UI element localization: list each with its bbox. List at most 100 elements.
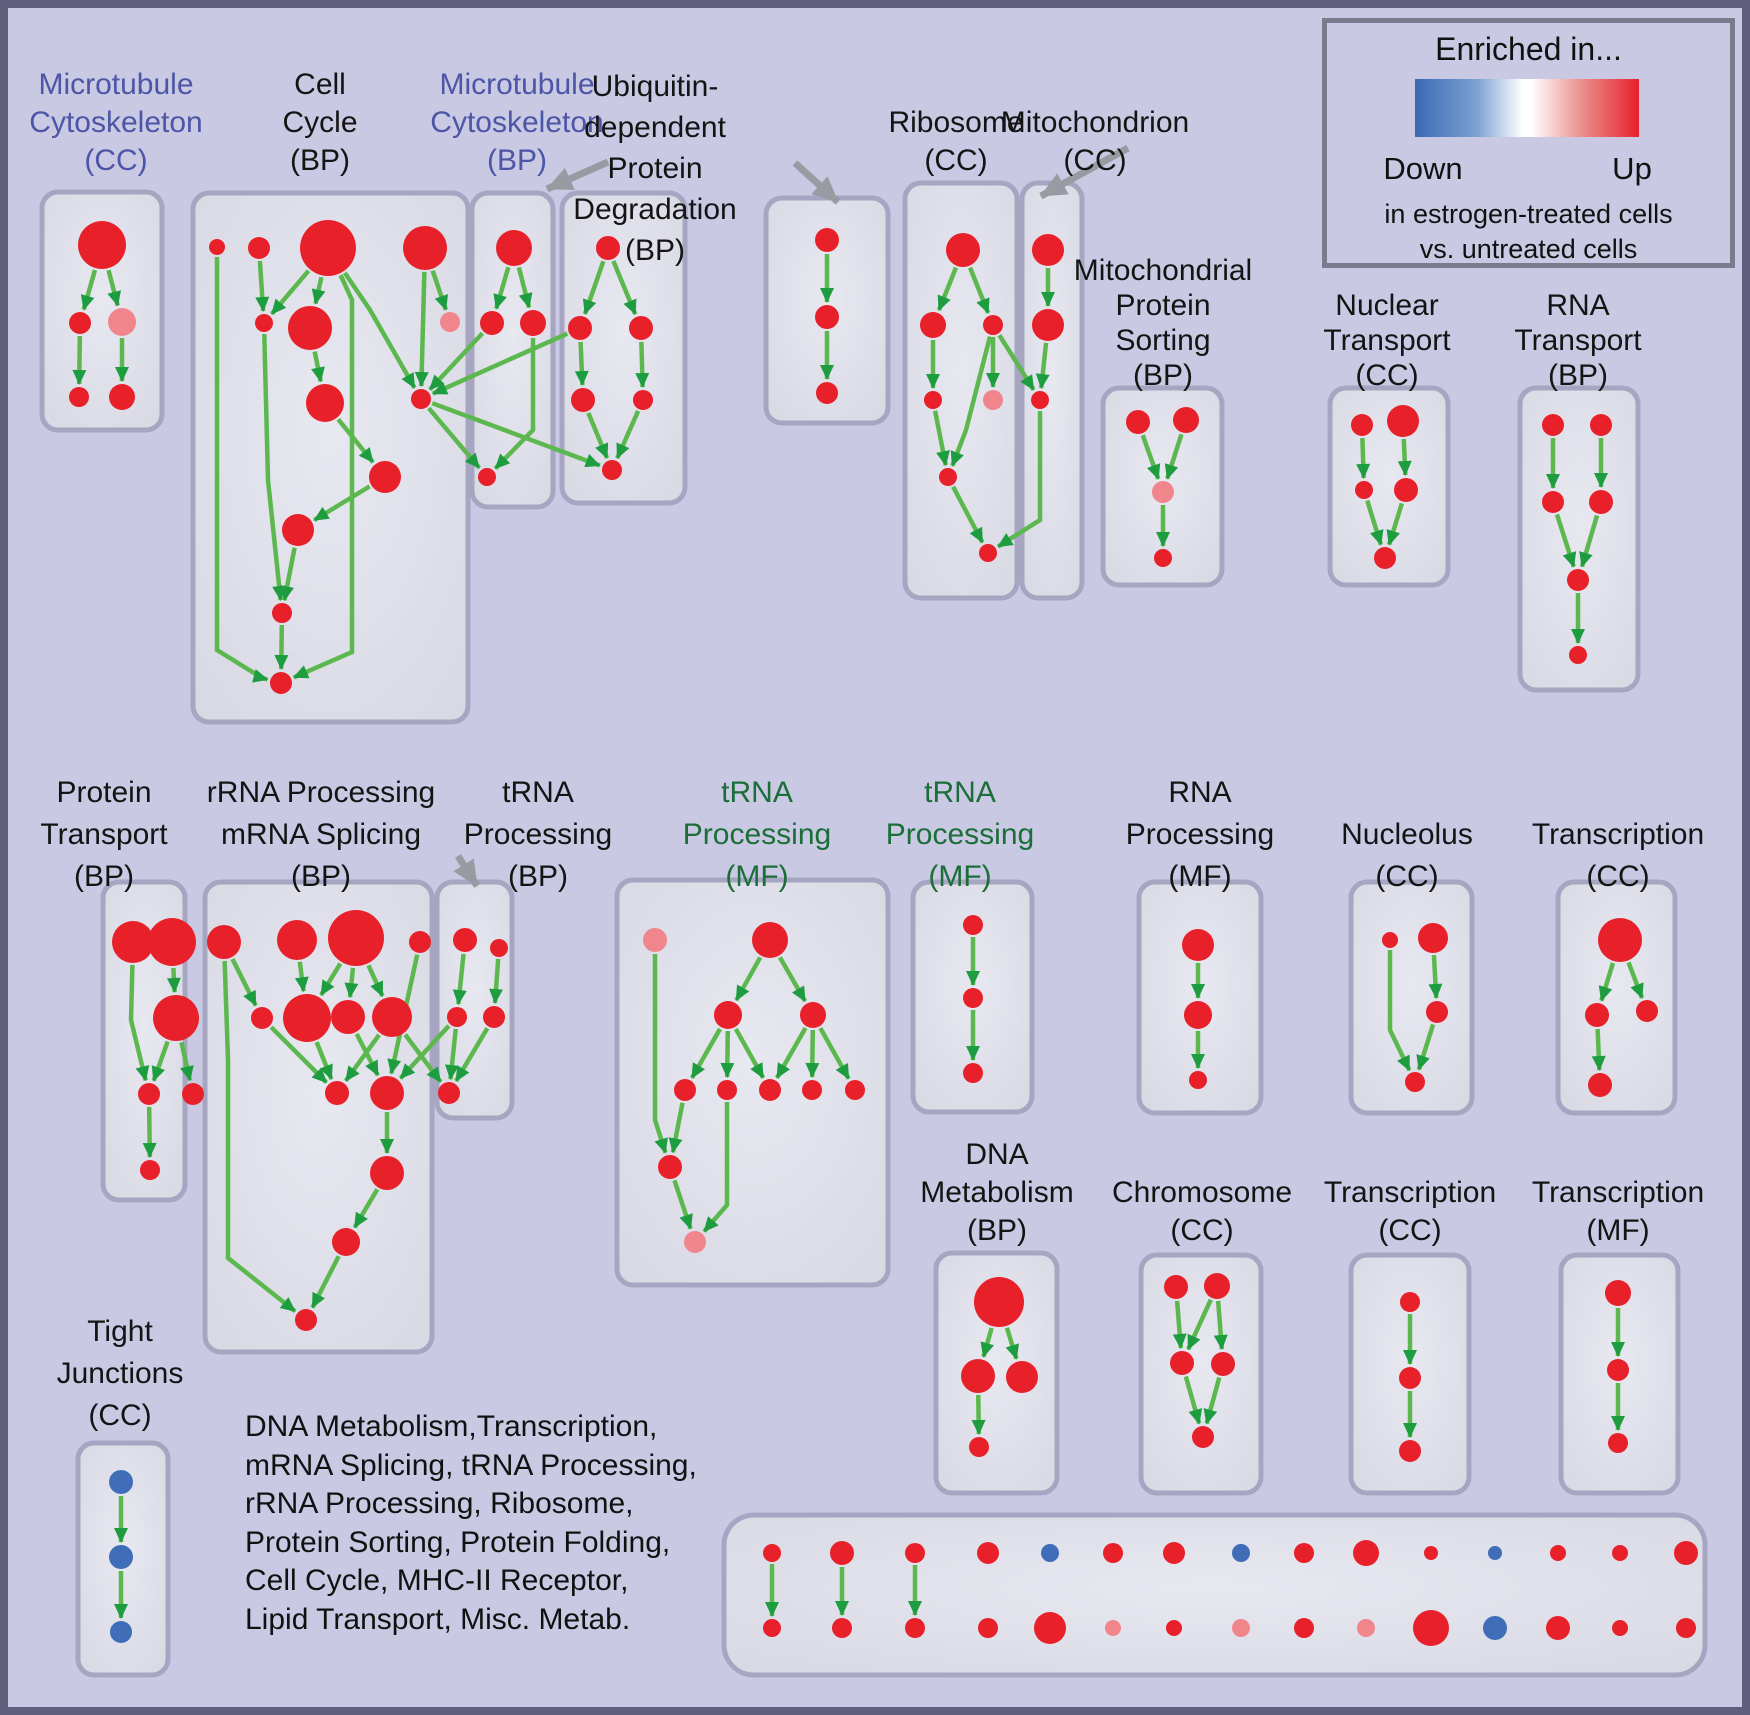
go-term-node — [112, 921, 154, 963]
go-term-node — [1424, 1546, 1438, 1560]
go-term-node — [300, 220, 356, 276]
go-term-node — [331, 1000, 365, 1034]
edge-arrow — [431, 401, 601, 468]
go-term-node — [977, 1542, 999, 1564]
misc-text-line: Protein Sorting, Protein Folding, — [245, 1525, 671, 1559]
edge-arrow — [1186, 1298, 1213, 1351]
edge-arrow — [818, 1026, 851, 1080]
go-term-node — [643, 928, 667, 952]
edge-arrow — [733, 1027, 766, 1079]
go-term-node — [1164, 1275, 1188, 1299]
legend-caption-line2: vs. untreated cells — [1419, 234, 1638, 264]
edge-arrow — [106, 269, 121, 307]
misc-text-line: Cell Cycle, MHC-II Receptor, — [245, 1564, 629, 1597]
go-term-node — [1232, 1544, 1250, 1562]
edge-arrow — [428, 331, 485, 392]
edge-arrow — [314, 1041, 334, 1081]
go-term-node — [963, 915, 983, 935]
go-term-node — [109, 1545, 133, 1569]
go-term-node — [403, 226, 447, 270]
edge-arrow — [1416, 1023, 1436, 1071]
edge-arrow — [1579, 514, 1600, 568]
edge-arrow — [775, 1026, 808, 1079]
go-term-node — [1598, 918, 1642, 962]
go-term-node — [483, 1006, 505, 1028]
uncategorized-terms-text: DNA Metabolism,Transcription, mRNA Splic… — [245, 1408, 697, 1639]
edge-arrow — [936, 266, 959, 312]
cluster-box-trna-mf-1 — [614, 877, 891, 1288]
edge-arrow — [1213, 1300, 1228, 1351]
edge-arrow — [967, 266, 991, 314]
go-term-node — [963, 988, 983, 1008]
legend-up-label: Up — [1612, 151, 1652, 186]
go-term-node — [905, 1618, 925, 1638]
edge-arrow — [342, 271, 417, 389]
edge-arrow — [343, 1033, 381, 1083]
go-term-node — [684, 1231, 706, 1253]
cluster-box-rrna-mrna — [202, 879, 435, 1355]
go-term-node — [520, 310, 546, 336]
go-term-node — [752, 922, 788, 958]
legend-down-label: Down — [1383, 151, 1463, 186]
go-term-node — [1488, 1546, 1502, 1560]
go-term-node — [248, 237, 270, 259]
edge-arrow — [444, 1028, 459, 1081]
go-term-node — [480, 311, 504, 335]
go-term-node — [816, 382, 838, 404]
go-term-node — [1674, 1541, 1698, 1565]
cluster-box-transcription-cc-mid — [1555, 879, 1678, 1116]
go-term-node — [658, 1155, 682, 1179]
edge-arrow — [269, 1025, 328, 1084]
go-term-node — [1294, 1543, 1314, 1563]
edge-arrow — [292, 274, 355, 680]
edge-arrow — [635, 341, 650, 389]
go-term-node — [983, 390, 1003, 410]
go-term-node — [1400, 1292, 1420, 1312]
go-term-node — [140, 1160, 160, 1180]
go-term-node — [1182, 929, 1214, 961]
go-term-node — [961, 1359, 995, 1393]
edge-arrow — [493, 338, 536, 470]
go-term-node — [1032, 309, 1064, 341]
go-term-node — [905, 1543, 925, 1563]
go-term-node — [272, 603, 292, 623]
cluster-box-nuclear-transport — [1327, 385, 1451, 588]
go-term-node — [1294, 1618, 1314, 1638]
edge-arrow — [403, 1033, 443, 1084]
go-term-node — [370, 1156, 404, 1190]
edge-arrow — [151, 1040, 170, 1082]
edge-arrow — [166, 967, 181, 994]
edge-arrow — [516, 266, 533, 309]
go-term-node — [369, 461, 401, 493]
edge-arrow — [1140, 434, 1161, 480]
label-pointer-arrow — [1039, 144, 1130, 200]
go-term-node — [1426, 1001, 1448, 1023]
go-term-node — [182, 1083, 204, 1105]
go-term-node — [1607, 1359, 1629, 1381]
edge-arrow — [489, 958, 504, 1005]
go-term-node — [1103, 1543, 1123, 1563]
go-term-node — [306, 384, 344, 422]
edge-arrow — [294, 961, 309, 993]
go-term-node — [830, 1541, 854, 1565]
cluster-box-ribosome — [902, 180, 1020, 601]
edge-arrow — [1387, 950, 1412, 1072]
edge-arrow — [262, 333, 287, 602]
edge-arrow — [1035, 342, 1050, 390]
go-term-node — [1351, 414, 1373, 436]
go-term-node — [255, 314, 273, 332]
go-term-node — [478, 468, 496, 486]
go-term-node — [963, 1063, 983, 1083]
go-term-node — [447, 1007, 467, 1027]
go-term-node — [674, 1079, 696, 1101]
go-term-node — [800, 1002, 826, 1028]
go-term-node — [1152, 481, 1174, 503]
cluster-box-rna-transport — [1517, 385, 1641, 693]
cluster-box-misc-wide — [721, 1512, 1708, 1678]
go-term-node — [845, 1080, 865, 1100]
edge-arrow — [1554, 513, 1577, 568]
edge-arrow — [336, 417, 375, 464]
edge-arrow — [319, 962, 343, 997]
go-term-node — [1355, 481, 1373, 499]
go-term-node — [108, 308, 136, 336]
